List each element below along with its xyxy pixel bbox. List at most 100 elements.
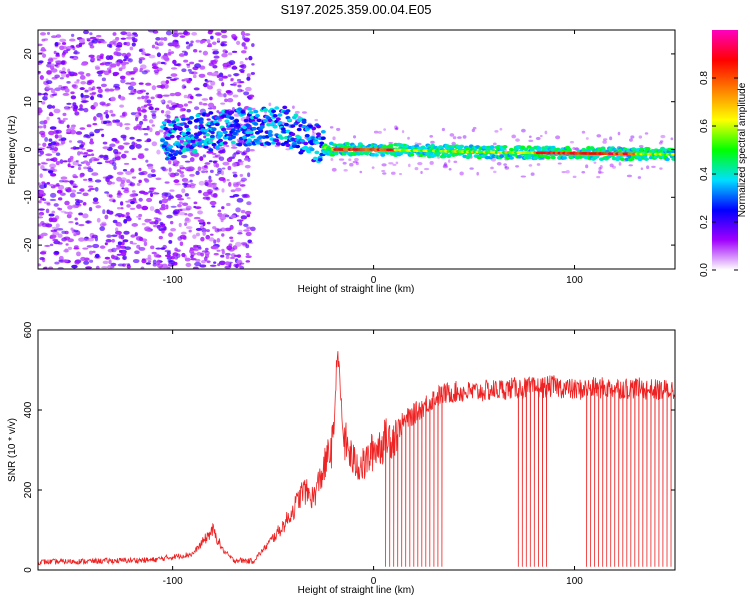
- spectrogram-noise-point: [202, 191, 210, 197]
- spectrogram-noise-point: [391, 171, 396, 175]
- spectrogram-noise-point: [503, 163, 507, 166]
- spectrogram-noise-point: [86, 245, 93, 248]
- spectrogram-noise-point: [414, 166, 419, 171]
- spectrogram-noise-point: [70, 227, 74, 231]
- spectrogram-noise-point: [189, 150, 193, 154]
- colorbar-label: Normalized spectral amplitude: [737, 82, 748, 217]
- spectrogram-noise-point: [117, 145, 125, 150]
- spectrogram-noise-point: [212, 71, 219, 76]
- spectrogram-noise-point: [174, 256, 179, 260]
- spectrogram-noise-point: [116, 195, 122, 198]
- spectrogram-noise-point: [528, 135, 532, 139]
- spectrogram-noise-point: [597, 170, 602, 174]
- spectrogram-noise-point: [176, 104, 184, 109]
- spectrogram-noise-point: [69, 74, 75, 77]
- spectrogram-noise-point: [117, 241, 122, 246]
- spectrogram-noise-point: [237, 84, 242, 88]
- spectrogram-noise-point: [80, 72, 84, 76]
- spectrogram-noise-point: [443, 162, 447, 166]
- spectrogram-noise-point: [236, 219, 244, 222]
- spectrogram-noise-point: [39, 173, 43, 178]
- spectrogram-noise-point: [373, 130, 379, 134]
- spectrogram-noise-point: [138, 217, 142, 220]
- spectrogram-noise-point: [150, 96, 155, 100]
- spectrogram-band-point: [245, 123, 251, 127]
- spectrogram-x-tick-label: 100: [566, 275, 583, 286]
- spectrogram-noise-point: [158, 41, 164, 47]
- spectrogram-noise-point: [116, 61, 121, 67]
- colorbar-ticks: 0.0 0.2 0.4 0.6 0.8: [699, 71, 738, 277]
- spectrogram-noise-point: [230, 79, 234, 82]
- spectrogram-noise-point: [189, 179, 193, 183]
- spectrogram-noise-point: [596, 134, 602, 138]
- spectrogram-noise-point: [245, 244, 250, 249]
- spectrogram-band-point: [171, 120, 177, 124]
- spectrogram-noise-point: [401, 130, 405, 134]
- spectrogram-noise-point: [68, 71, 72, 75]
- spectrogram-noise-point: [177, 32, 184, 35]
- spectrogram-noise-point: [151, 44, 156, 49]
- spectrogram-noise-point: [105, 123, 113, 127]
- spectrogram-noise-point: [233, 73, 240, 77]
- spectrogram-noise-point: [38, 213, 42, 217]
- spectrogram-noise-point: [210, 35, 214, 40]
- spectrogram-band-point: [536, 146, 542, 150]
- spectrogram-noise-point: [136, 204, 142, 209]
- spectrogram-band-point: [259, 125, 265, 129]
- spectrogram-noise-point: [232, 81, 237, 87]
- spectrogram-noise-point: [659, 167, 663, 170]
- spectrogram-band-point: [274, 138, 280, 143]
- spectrogram-noise-point: [73, 229, 79, 233]
- spectrogram-noise-point: [42, 142, 47, 147]
- spectrogram-noise-point: [239, 150, 243, 154]
- spectrogram-band-point: [208, 140, 214, 144]
- spectrogram-noise-point: [38, 154, 42, 157]
- spectrogram-noise-point: [44, 244, 51, 247]
- spectrogram-noise-point: [212, 64, 218, 69]
- spectrogram-noise-point: [555, 135, 561, 140]
- spectrogram-noise-point: [144, 229, 152, 232]
- spectrogram-noise-point: [89, 32, 93, 36]
- spectrogram-noise-point: [223, 93, 227, 98]
- spectrogram-noise-point: [120, 177, 127, 182]
- spectrogram-noise-point: [172, 252, 179, 257]
- spectrogram-band-point: [619, 157, 625, 161]
- spectrogram-noise-point: [141, 51, 146, 55]
- spectrogram-band-point: [253, 122, 259, 126]
- spectrogram-noise-point: [115, 156, 121, 161]
- spectrogram-band-point: [232, 131, 238, 136]
- spectrogram-noise-point: [62, 160, 68, 163]
- spectrogram-noise-point: [75, 200, 80, 206]
- spectrogram-noise-point: [96, 86, 102, 89]
- spectrogram-noise-point: [240, 215, 248, 220]
- spectrogram-noise-point: [119, 104, 125, 108]
- spectrogram-noise-point: [70, 189, 77, 193]
- spectrogram-noise-point: [44, 137, 49, 142]
- spectrogram-noise-point: [127, 58, 133, 63]
- spectrogram-noise-point: [371, 166, 375, 169]
- spectrogram-noise-point: [59, 77, 64, 80]
- spectrogram-band-point: [296, 135, 302, 140]
- spectrogram-noise-point: [220, 30, 227, 34]
- spectrogram-noise-point: [228, 181, 232, 187]
- spectrogram-noise-point: [80, 92, 84, 98]
- spectrogram-noise-point: [93, 116, 97, 121]
- spectrogram-noise-point: [140, 105, 146, 109]
- spectrogram-noise-point: [83, 135, 88, 138]
- spectrogram-noise-point: [105, 55, 111, 61]
- spectrogram-noise-point: [354, 157, 359, 162]
- spectrogram-noise-point: [206, 71, 213, 76]
- spectrogram-noise-point: [61, 41, 67, 45]
- spectrogram-noise-point: [38, 125, 44, 129]
- spectrogram-noise-point: [217, 209, 222, 213]
- spectrogram-noise-point: [72, 102, 77, 107]
- spectrogram-noise-point: [80, 62, 88, 66]
- spectrogram-noise-point: [111, 234, 118, 237]
- spectrogram-noise-point: [199, 264, 207, 268]
- spectrogram-noise-point: [176, 169, 182, 172]
- spectrogram-noise-point: [111, 238, 115, 243]
- spectrogram-noise-point: [190, 257, 197, 261]
- spectrogram-noise-point: [83, 166, 88, 170]
- spectrogram-noise-point: [163, 226, 167, 231]
- spectrogram-noise-point: [67, 205, 73, 210]
